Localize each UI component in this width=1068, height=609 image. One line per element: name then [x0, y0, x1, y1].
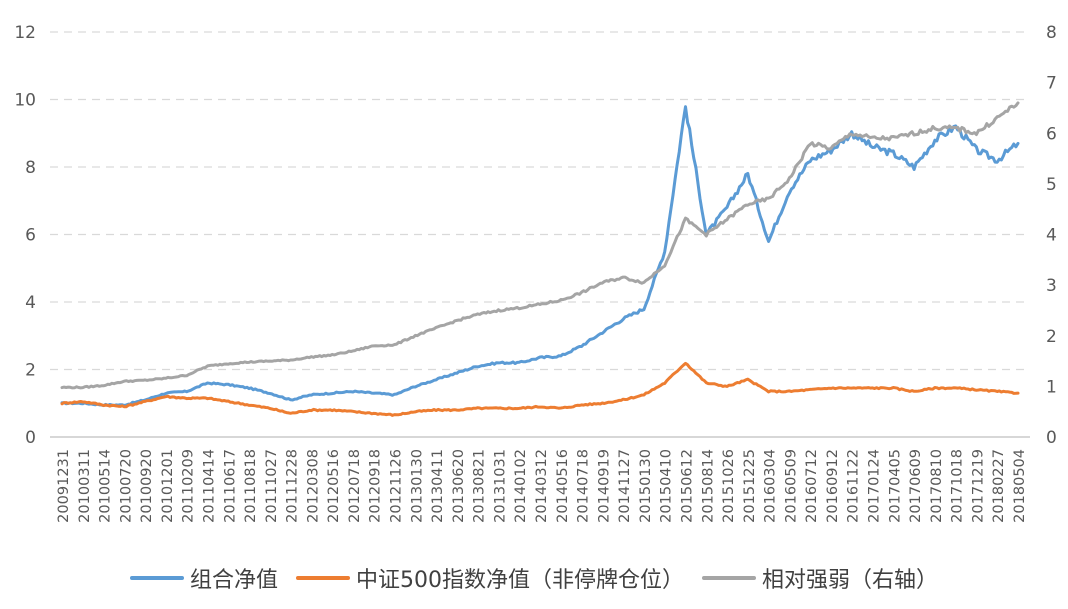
legend-item-portfolio: 组合净值 — [129, 562, 278, 594]
x-tick-label: 20120718 — [347, 449, 363, 523]
x-tick-label: 20121126 — [389, 449, 405, 523]
x-tick-label: 20101201 — [160, 449, 176, 523]
x-tick-label: 20130130 — [409, 449, 425, 523]
right-tick-label: 3 — [1046, 276, 1057, 296]
x-tick-label: 20111228 — [285, 449, 301, 523]
x-tick-label: 20171018 — [950, 449, 966, 523]
x-tick-label: 20160712 — [804, 449, 820, 523]
legend-swatch-portfolio — [129, 576, 184, 580]
left-tick-label: 2 — [25, 361, 36, 381]
x-tick-label: 20130821 — [472, 449, 488, 523]
left-tick-label: 12 — [14, 23, 36, 43]
x-tick-label: 20130411 — [430, 449, 446, 523]
x-tick-label: 20170124 — [867, 449, 883, 523]
x-tick-label: 20151026 — [721, 449, 737, 523]
x-tick-label: 20160304 — [763, 449, 779, 523]
legend: 组合净值 中证500指数净值（非停牌仓位） 相对强弱（右轴） — [0, 562, 1068, 594]
x-tick-label: 20140516 — [555, 449, 571, 523]
series-lines — [60, 101, 1020, 417]
right-tick-label: 1 — [1046, 377, 1057, 397]
x-tick-label: 20150814 — [700, 449, 716, 523]
x-tick-label: 20120918 — [368, 449, 384, 523]
left-y-axis-ticks: 0 2 4 6 8 10 12 — [14, 23, 36, 448]
x-tick-label: 20140312 — [534, 449, 550, 523]
right-tick-label: 2 — [1046, 327, 1057, 347]
x-tick-label: 20180504 — [1012, 449, 1028, 523]
x-tick-label: 20151225 — [742, 449, 758, 523]
right-tick-label: 4 — [1046, 226, 1057, 246]
right-tick-label: 0 — [1046, 428, 1057, 448]
x-tick-label: 20130620 — [451, 449, 467, 523]
x-axis-ticks: 20091231 20100311 20100514 20100720 20100920… — [56, 449, 1028, 523]
x-tick-label: 20140718 — [576, 449, 592, 523]
series-line-2 — [60, 101, 1020, 390]
legend-label-csi500: 中证500指数净值（非停牌仓位） — [356, 568, 684, 593]
x-tick-label: 20111027 — [264, 449, 280, 523]
left-tick-label: 4 — [25, 293, 36, 313]
legend-item-csi500: 中证500指数净值（非停牌仓位） — [296, 562, 684, 594]
left-tick-label: 0 — [25, 428, 36, 448]
x-tick-label: 20171219 — [970, 449, 986, 523]
legend-label-relative-strength: 相对强弱（右轴） — [762, 568, 939, 593]
legend-item-relative-strength: 相对强弱（右轴） — [702, 562, 938, 594]
right-tick-label: 5 — [1046, 175, 1057, 195]
x-tick-label: 20150612 — [679, 449, 695, 523]
series-line-1 — [60, 361, 1020, 417]
x-tick-label: 20131031 — [492, 449, 508, 523]
x-tick-label: 20170405 — [887, 449, 903, 523]
x-tick-label: 20150130 — [638, 449, 654, 523]
x-tick-label: 20100311 — [77, 449, 93, 523]
legend-label-portfolio: 组合净值 — [189, 568, 278, 593]
right-tick-label: 7 — [1046, 74, 1057, 94]
legend-swatch-csi500 — [296, 576, 350, 580]
x-tick-label: 20170810 — [929, 449, 945, 523]
x-tick-label: 20160509 — [783, 449, 799, 523]
x-tick-label: 20100514 — [98, 449, 114, 523]
x-tick-label: 20120516 — [326, 449, 342, 523]
x-tick-label: 20110617 — [222, 449, 238, 523]
x-tick-label: 20140102 — [513, 449, 529, 523]
right-y-axis-ticks: 0 1 2 3 4 5 6 7 8 — [1046, 23, 1057, 448]
x-tick-label: 20110818 — [243, 449, 259, 523]
x-tick-label: 20150410 — [659, 449, 675, 523]
left-tick-label: 6 — [25, 226, 36, 246]
x-tick-label: 20160912 — [825, 449, 841, 523]
gridlines — [50, 31, 1030, 371]
x-tick-label: 20100720 — [118, 449, 134, 523]
x-tick-label: 20140919 — [596, 449, 612, 523]
x-tick-label: 20161122 — [846, 449, 862, 523]
x-tick-label: 20091231 — [56, 449, 72, 523]
right-tick-label: 8 — [1046, 23, 1057, 43]
x-tick-label: 20170609 — [908, 449, 924, 523]
x-tick-label: 20110209 — [181, 449, 197, 523]
series-line-0 — [60, 105, 1020, 408]
x-tick-label: 20141127 — [617, 449, 633, 523]
x-tick-label: 20120308 — [305, 449, 321, 523]
left-tick-label: 10 — [14, 91, 36, 111]
right-tick-label: 6 — [1046, 124, 1057, 144]
x-tick-label: 20100920 — [139, 449, 155, 523]
x-tick-label: 20110414 — [201, 449, 217, 523]
left-tick-label: 8 — [25, 158, 36, 178]
legend-swatch-relative-strength — [702, 576, 756, 580]
x-tick-label: 20180227 — [991, 449, 1007, 523]
